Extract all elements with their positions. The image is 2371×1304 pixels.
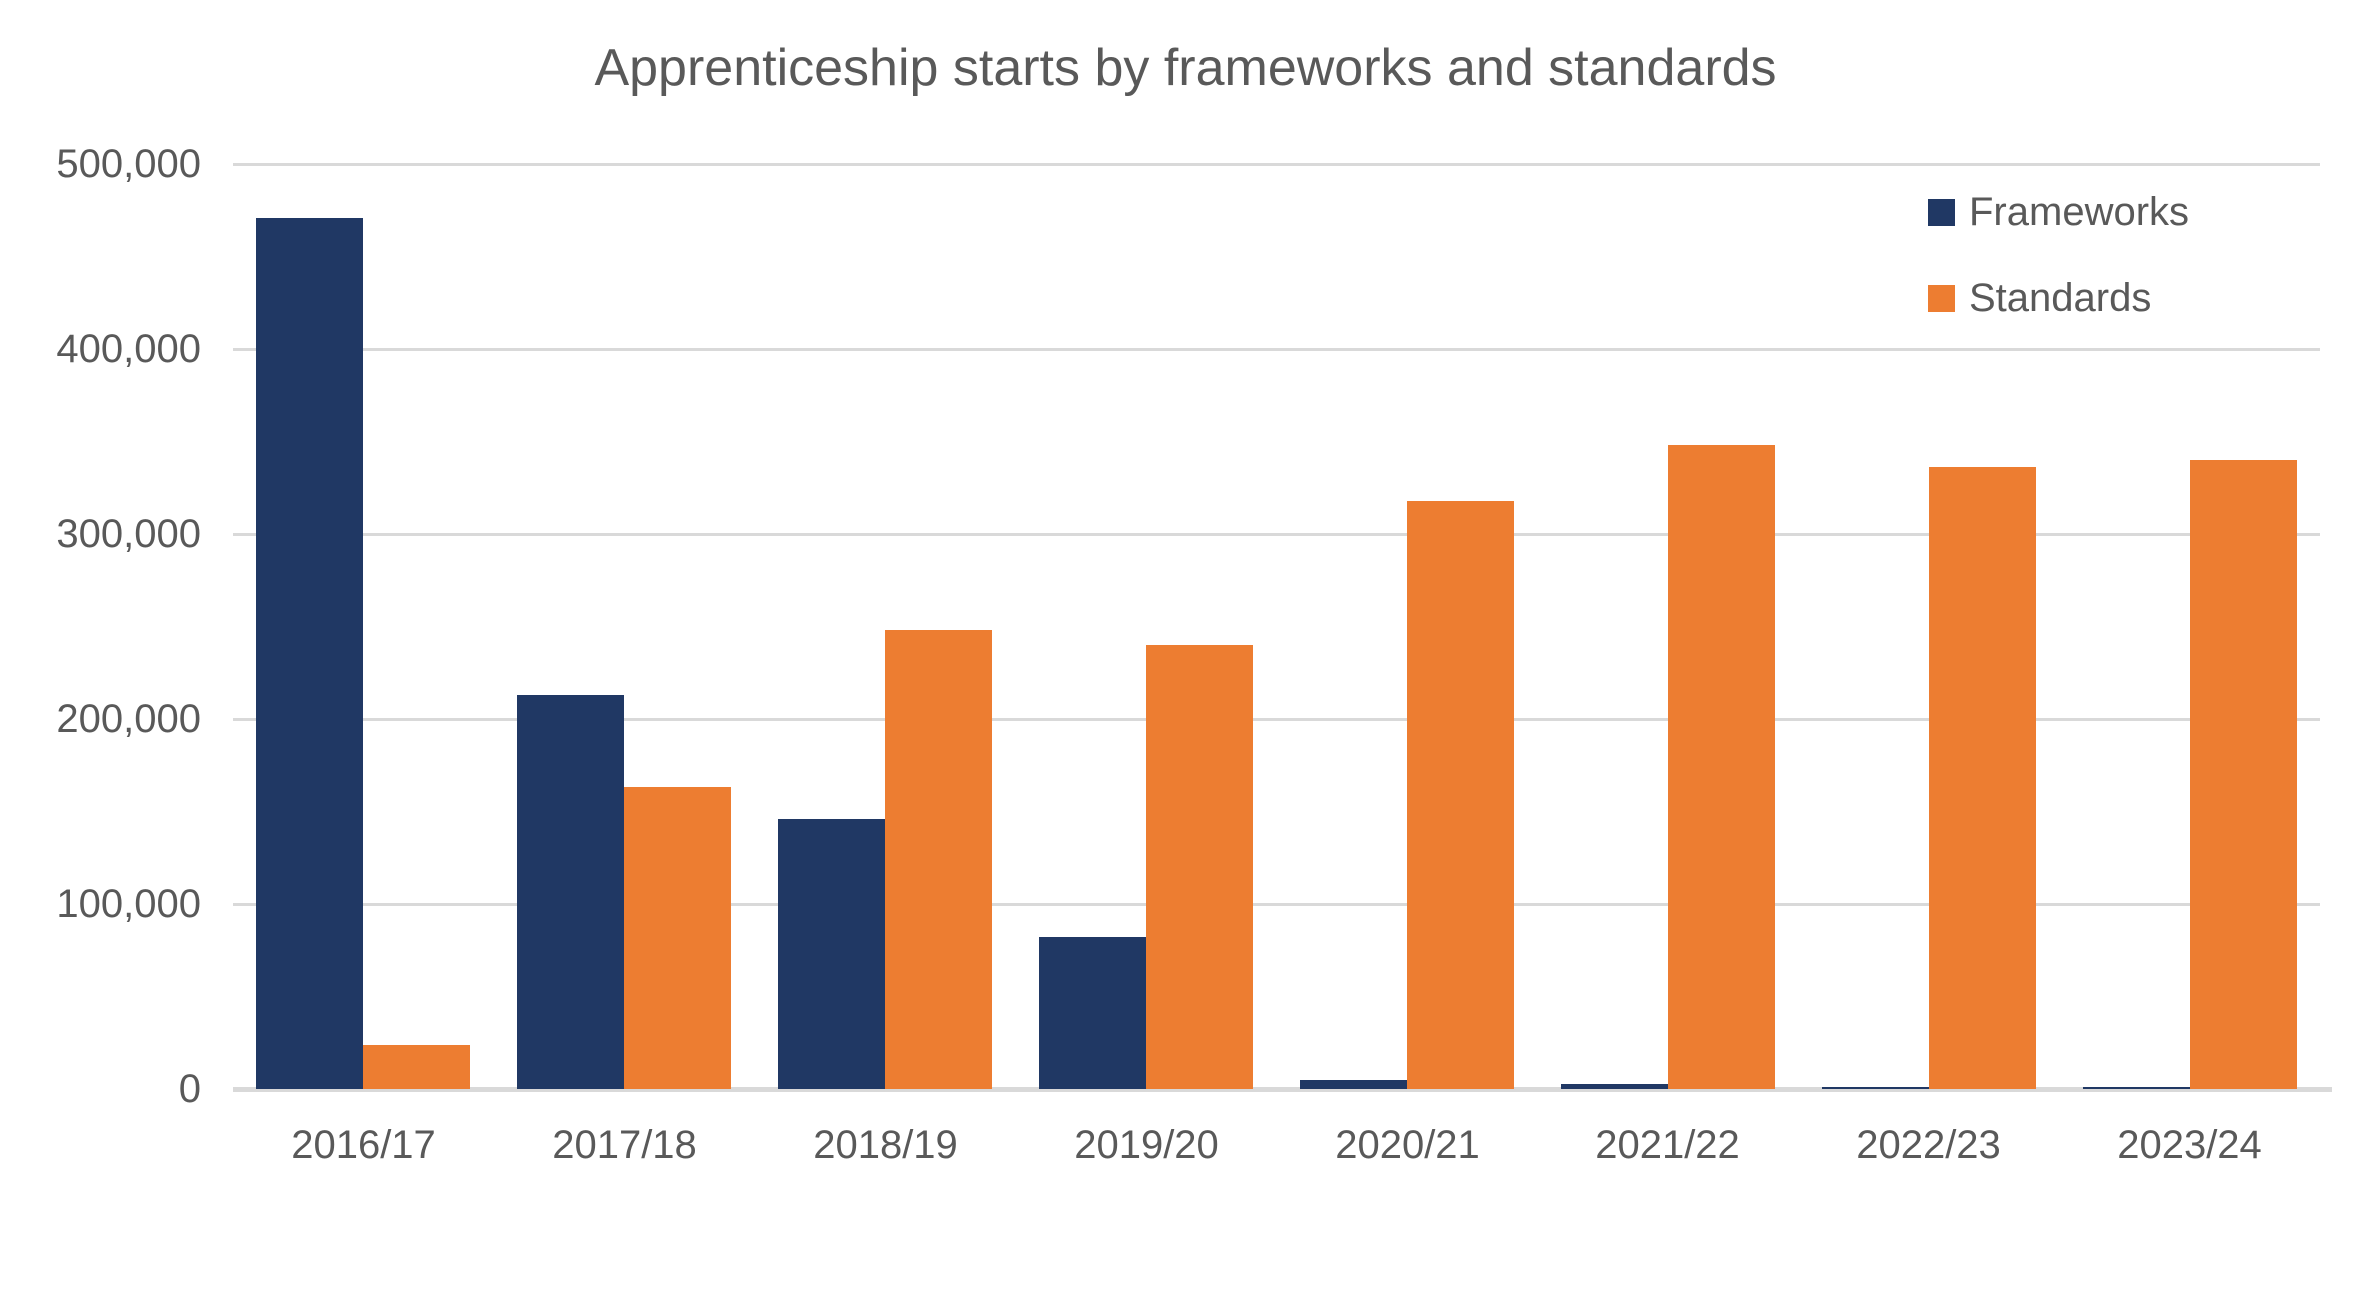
x-axis-label-2019-20: 2019/20 <box>1074 1123 1219 1167</box>
bar-standards-2022-23 <box>1929 467 2036 1089</box>
x-axis-label-2021-22: 2021/22 <box>1595 1123 1740 1167</box>
legend-marker-frameworks-icon <box>1928 198 1955 226</box>
gridline-y400000 <box>233 348 2320 351</box>
bar-frameworks-2017-18 <box>517 695 624 1089</box>
y-axis-label-200000: 200,000 <box>56 697 201 741</box>
bar-standards-2016-17 <box>363 1045 470 1089</box>
gridline-y200000 <box>233 718 2320 721</box>
x-axis-label-2023-24: 2023/24 <box>2117 1123 2262 1167</box>
x-axis-label-2022-23: 2022/23 <box>1856 1123 2001 1167</box>
bar-standards-2023-24 <box>2190 460 2297 1089</box>
bar-frameworks-2020-21 <box>1300 1080 1407 1089</box>
legend-label-frameworks: Frameworks <box>1969 189 2190 234</box>
bar-standards-2018-19 <box>885 630 992 1089</box>
legend-item-frameworks: Frameworks <box>1928 186 2189 238</box>
bar-frameworks-2016-17 <box>256 218 363 1089</box>
gridline-y500000 <box>233 163 2320 166</box>
y-axis-label-500000: 500,000 <box>56 142 201 186</box>
x-axis-label-2018-19: 2018/19 <box>813 1123 958 1167</box>
x-axis-label-2020-21: 2020/21 <box>1335 1123 1480 1167</box>
chart-title: Apprenticeship starts by frameworks and … <box>594 39 1777 97</box>
x-axis-label-2017-18: 2017/18 <box>552 1123 697 1167</box>
bar-frameworks-2021-22 <box>1561 1084 1668 1089</box>
gridline-y300000 <box>233 533 2320 536</box>
legend: Frameworks Standards <box>1928 186 2189 358</box>
bar-frameworks-2019-20 <box>1039 937 1146 1089</box>
bar-standards-2021-22 <box>1668 445 1775 1089</box>
bar-standards-2020-21 <box>1407 501 1514 1089</box>
y-axis-label-400000: 400,000 <box>56 327 201 371</box>
y-axis-label-100000: 100,000 <box>56 882 201 926</box>
y-axis-label-300000: 300,000 <box>56 512 201 556</box>
bar-standards-2017-18 <box>624 787 731 1089</box>
y-axis-label-0: 0 <box>178 1067 201 1111</box>
legend-marker-standards-icon <box>1928 284 1955 312</box>
bar-frameworks-2022-23 <box>1822 1087 1929 1089</box>
bar-frameworks-2018-19 <box>778 819 885 1089</box>
legend-item-standards: Standards <box>1928 272 2189 324</box>
gridline-y100000 <box>233 903 2320 906</box>
legend-label-standards: Standards <box>1969 275 2152 320</box>
x-axis-line <box>233 1087 2332 1092</box>
x-axis-label-2016-17: 2016/17 <box>291 1123 436 1167</box>
bar-frameworks-2023-24 <box>2083 1087 2190 1089</box>
bar-standards-2019-20 <box>1146 645 1253 1089</box>
